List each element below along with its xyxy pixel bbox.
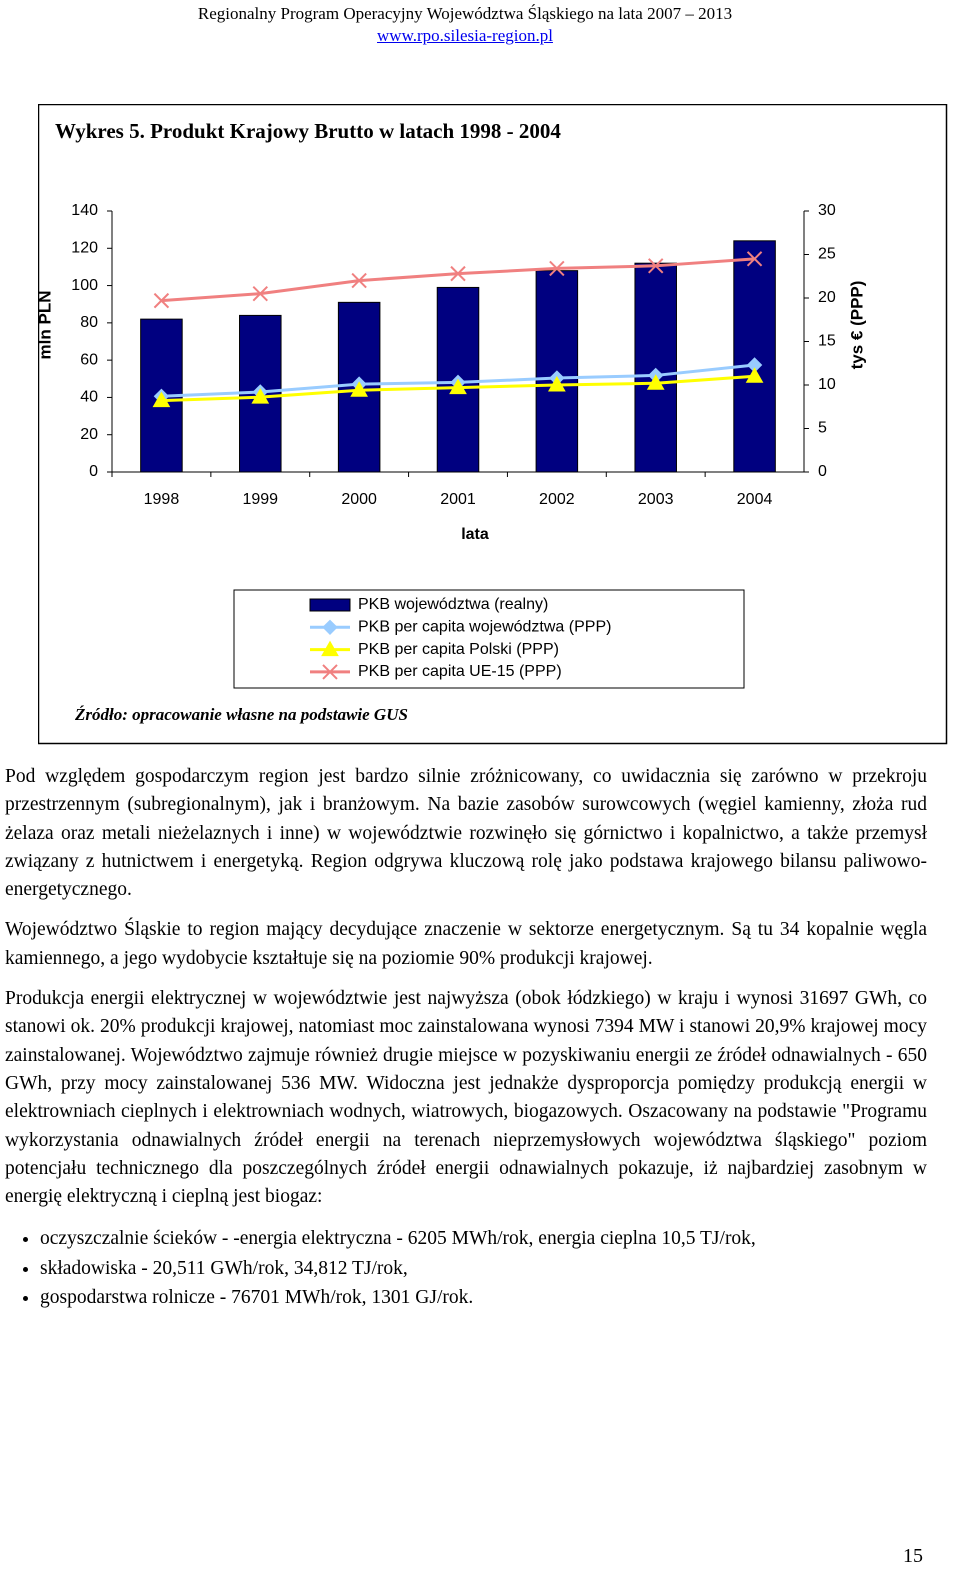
bullet-list: oczyszczalnie ścieków - -energia elektry… [5,1225,927,1312]
legend-label: PKB per capita Polski (PPP) [358,641,559,658]
marker [549,260,565,277]
legend-label: PKB per capita województwa (PPP) [358,619,611,636]
marker [648,258,664,274]
marker [450,265,466,282]
marker [153,292,170,309]
x-tick-label: 2003 [638,491,674,508]
y-tick-label: 140 [71,202,98,219]
marker [646,374,665,390]
header-title: Regionalny Program Operacyjny Województw… [197,4,733,23]
paragraph: Produkcja energii elektrycznej w wojewód… [5,988,927,1208]
legend-swatch [309,598,351,612]
x-axis-label: lata [461,526,489,543]
marker [746,251,763,267]
marker [350,381,369,397]
url-link[interactable]: www.rpo.silesia-region.pl [377,26,553,45]
marker [252,285,268,302]
x-tick-label: 2000 [341,491,377,508]
y2-tick-label: 15 [818,333,836,350]
y-tick-label: 120 [71,240,98,257]
bar [634,262,677,473]
y2-axis-label: tys € (PPP) [847,281,866,370]
paragraph: Pod względem gospodarczym region jest ba… [5,766,927,901]
x-tick-label: 1999 [242,491,278,508]
chart-title: Wykres 5. Produkt Krajowy Brutto w latac… [55,119,561,143]
y-tick-label: 60 [80,351,98,368]
y-tick-label: 0 [89,463,98,480]
marker [449,378,467,395]
y-tick-label: 100 [71,277,98,294]
x-tick-label: 2002 [539,491,575,508]
marker [251,388,270,404]
legend-label: PKB per capita UE-15 (PPP) [358,663,562,680]
paragraph: Województwo Śląskie to region mający dec… [5,919,927,969]
bullet-item: składowiska - 20,511 GWh/rok, 34,812 TJ/… [40,1255,927,1283]
legend-label: PKB województwa (realny) [358,596,548,613]
legend-marker [322,619,338,636]
legend-marker [322,664,338,680]
x-tick-label: 2001 [440,491,476,508]
bar [733,240,776,473]
y-tick-label: 80 [80,314,98,331]
y2-tick-label: 30 [818,202,836,219]
marker [152,391,171,408]
marker [745,367,764,383]
y2-tick-label: 25 [818,246,836,263]
body-text: Pod względem gospodarczym region jest ba… [5,763,927,1313]
header-url[interactable]: www.rpo.silesia-region.pl [0,26,930,46]
y2-tick-label: 0 [818,463,827,480]
bullet-item: gospodarstwa rolnicze - 76701 MWh/rok, 1… [40,1284,927,1312]
chart: Wykres 5. Produkt Krajowy Brutto w latac… [38,104,948,745]
x-tick-label: 2004 [737,491,773,508]
bullet-item: oczyszczalnie ścieków - -energia elektry… [40,1225,927,1253]
y2-tick-label: 5 [818,420,827,437]
y2-tick-label: 10 [818,376,836,393]
page-number: 15 [903,1545,923,1567]
legend-marker [321,640,339,657]
y2-tick-label: 20 [818,289,836,306]
x-tick-label: 1998 [144,491,180,508]
y-axis-label: mln PLN [38,291,54,360]
source-note: Źródło: opracowanie własne na podstawie … [74,705,408,724]
marker [351,272,367,289]
marker [547,375,566,392]
y-tick-label: 20 [80,426,98,443]
y-tick-label: 40 [80,389,98,406]
